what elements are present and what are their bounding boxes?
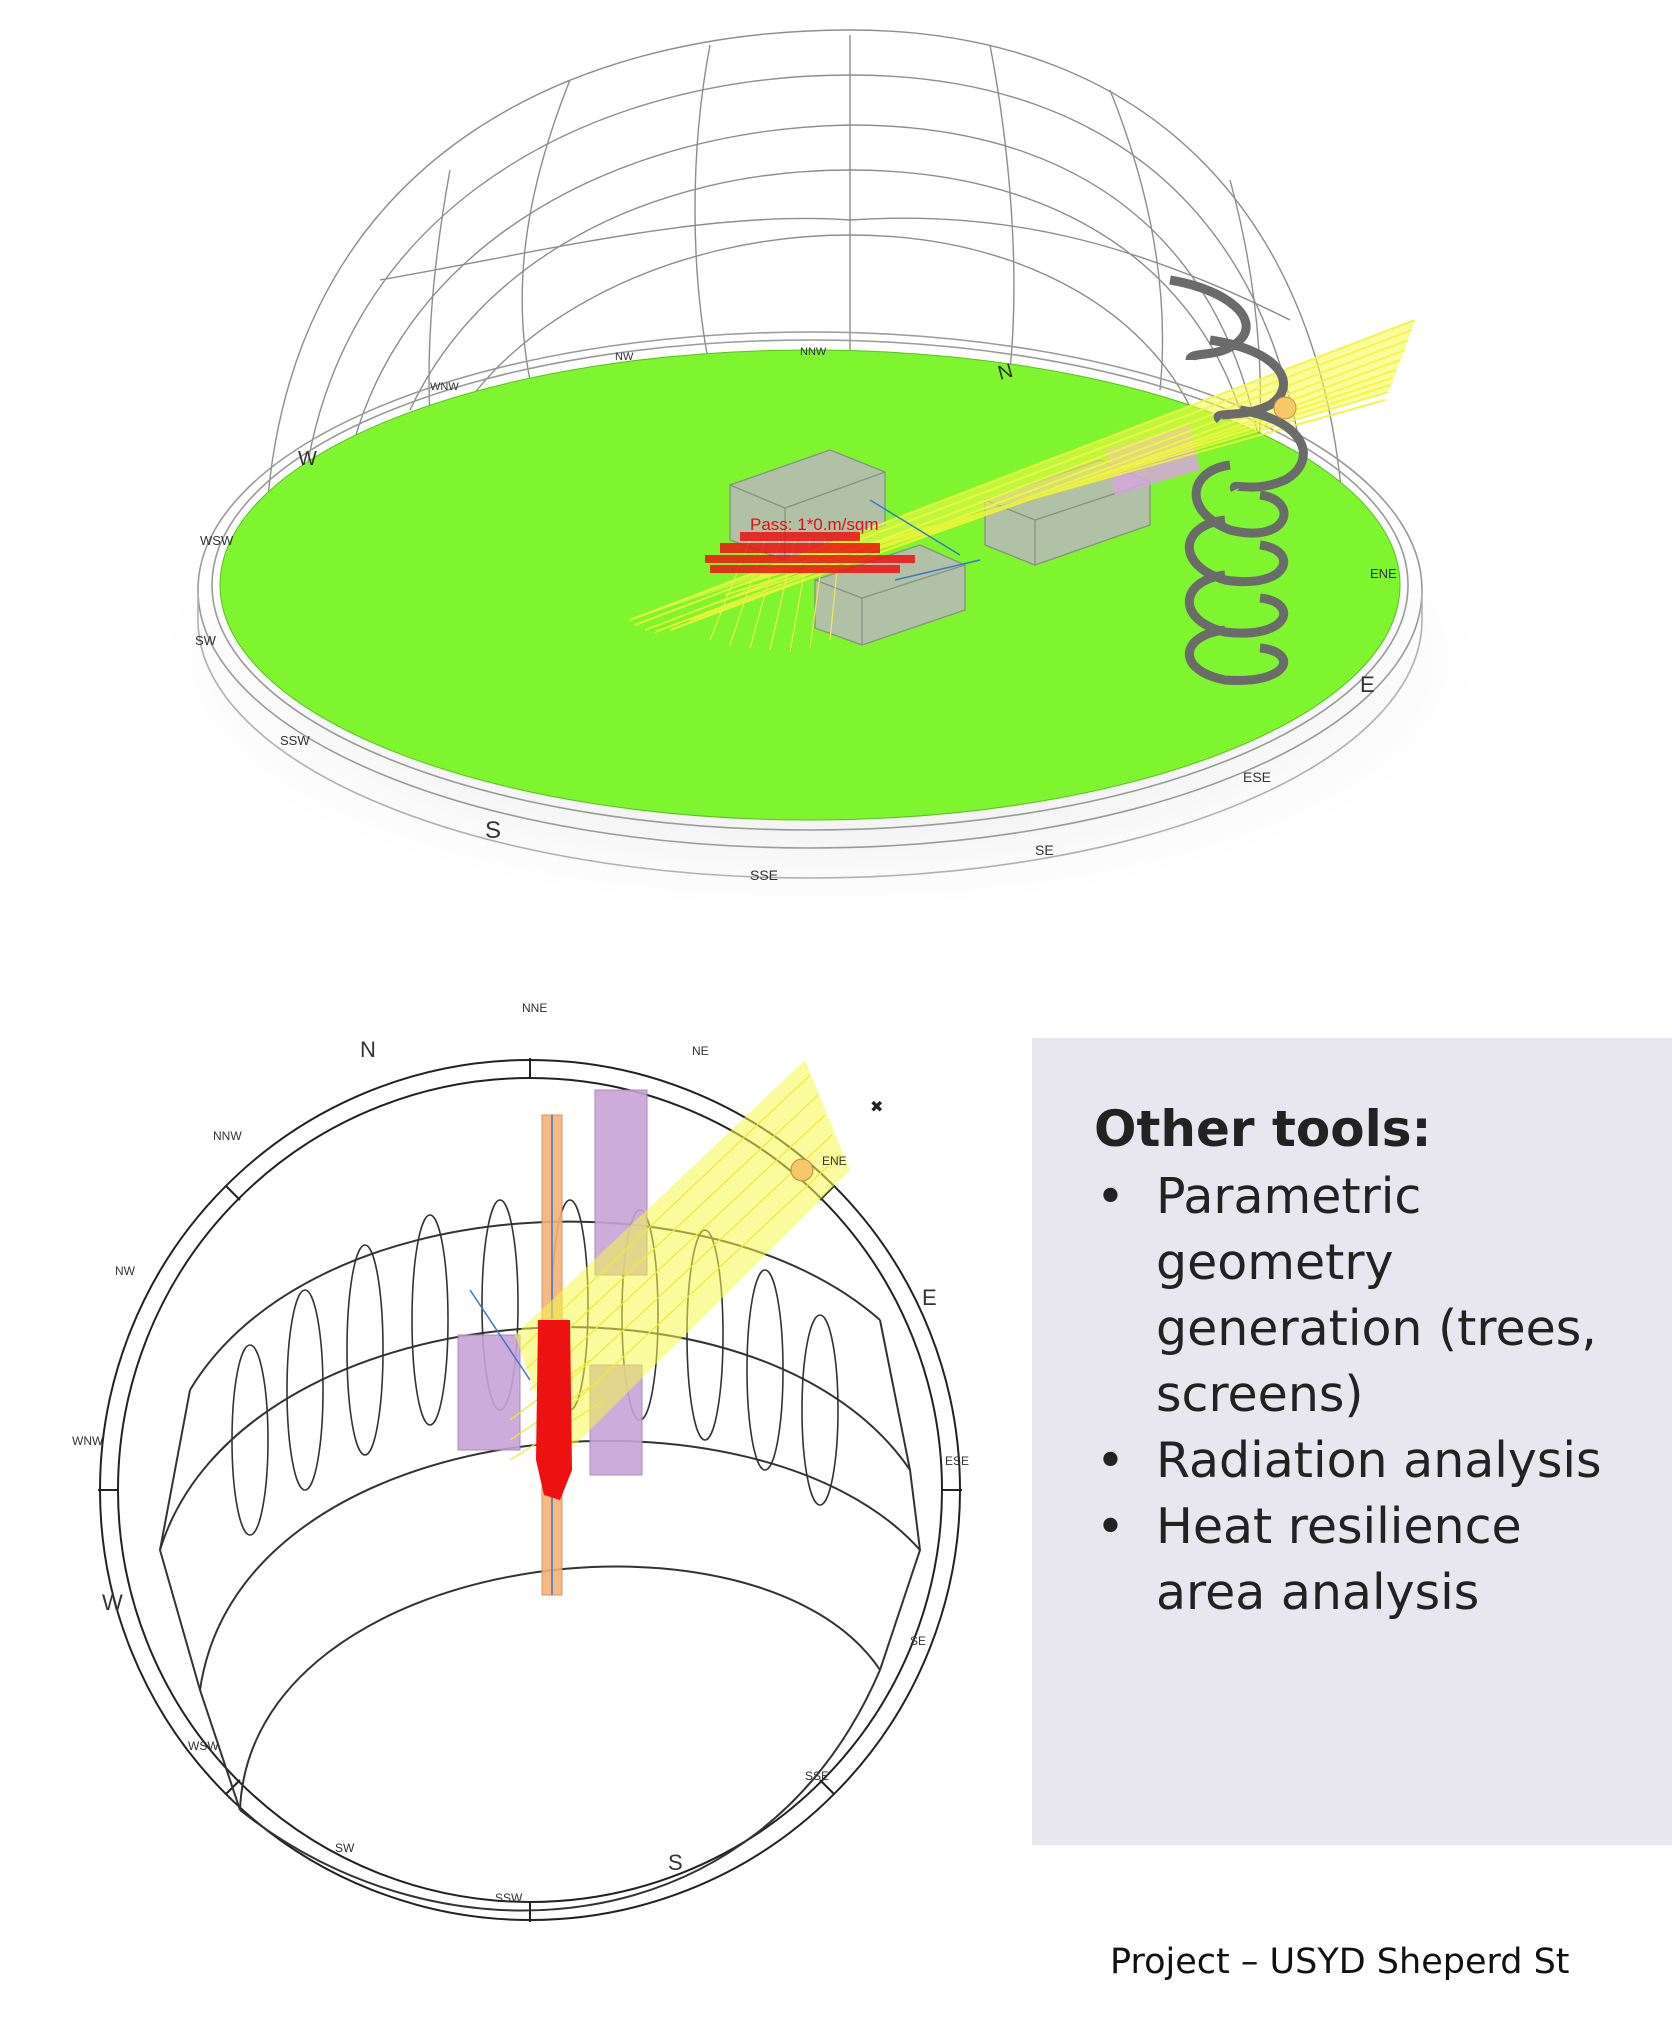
info-heading: Other tools: [1094, 1100, 1432, 1158]
list-item: Heat resilience area analysis [1094, 1494, 1642, 1626]
tools-list: Parametric geometry generation (trees, s… [1094, 1164, 1642, 1626]
dir-label-n: N [996, 360, 1016, 385]
dir-label-e: E [1360, 672, 1375, 697]
dir-label-wsw: WSW [188, 1739, 219, 1753]
dir-label-e: E [922, 1285, 937, 1310]
dir-label-ene: ENE [1370, 566, 1397, 581]
dir-label-s: S [485, 817, 501, 844]
dir-label-nnw: NNW [800, 346, 827, 358]
dir-label-nw: NW [115, 1264, 136, 1278]
dir-label-nw: NW [615, 351, 634, 363]
sun-path-spirals [1169, 275, 1308, 685]
sun-path-stereographic-diagram: ✖ N NNE NE ENE E ESE SE SSE S SSW SW WSW… [72, 1001, 969, 1922]
dir-label-wnw: WNW [430, 381, 459, 393]
dir-label-nne: NNE [522, 1001, 547, 1015]
dir-label-ssw: SSW [280, 733, 310, 748]
dir-label-wsw: WSW [200, 533, 234, 548]
info-panel: Other tools: Parametric geometry generat… [1032, 1038, 1672, 1845]
test-points-column [536, 1320, 572, 1500]
sun-ray-band [515, 1060, 850, 1460]
test-point-grid [705, 532, 915, 573]
dir-label-wnw: WNW [72, 1434, 104, 1448]
sun-marker [1273, 396, 1297, 420]
list-item: Parametric geometry generation (trees, s… [1094, 1164, 1642, 1428]
dir-label-n: N [360, 1037, 376, 1062]
dir-label-ene: ENE [822, 1154, 847, 1168]
dir-label-sse: SSE [750, 867, 778, 883]
sun-marker [790, 1158, 814, 1182]
dir-label-sse: SSE [805, 1769, 829, 1783]
project-caption: Project – USYD Sheperd St [1110, 1942, 1570, 1982]
sun-path-dome-diagram: Pass: 1*0.m/sqm N NNW NW WNW W WSW SW SS… [160, 29, 1480, 910]
dir-label-ese: ESE [1243, 769, 1271, 785]
close-marker-icon: ✖ [870, 1097, 883, 1116]
dir-label-ne: NE [692, 1044, 709, 1058]
dir-label-se: SE [910, 1634, 926, 1648]
dir-label-sw: SW [195, 633, 217, 648]
screen-panel-left [457, 1334, 521, 1451]
dir-label-se: SE [1035, 842, 1054, 858]
compass-labels-top: N NNW NW WNW W WSW SW SSW S SSE SE ESE E… [195, 346, 1397, 883]
dir-label-w: W [298, 448, 317, 470]
compass-labels-bottom: N NNE NE ENE E ESE SE SSE S SSW SW WSW W… [72, 1001, 969, 1905]
dir-label-ssw: SSW [495, 1891, 523, 1905]
list-item: Radiation analysis [1094, 1428, 1642, 1494]
dir-label-w: W [102, 1590, 123, 1615]
dir-label-ese: ESE [945, 1454, 969, 1468]
compass-rings [197, 331, 1423, 879]
dir-label-sw: SW [335, 1841, 355, 1855]
dir-label-s: S [668, 1850, 683, 1875]
dir-label-nnw: NNW [213, 1129, 242, 1143]
analysis-label: Pass: 1*0.m/sqm [750, 515, 879, 534]
